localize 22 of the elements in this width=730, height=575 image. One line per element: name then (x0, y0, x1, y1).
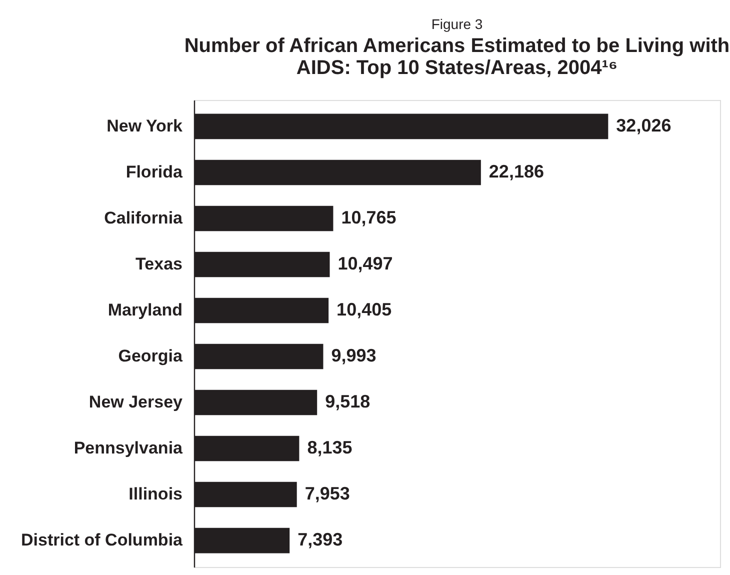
data-label: 10,765 (341, 207, 396, 228)
data-label: 9,518 (325, 392, 370, 412)
y-tick-label: California (104, 208, 184, 228)
data-label: 10,405 (336, 299, 392, 320)
y-tick-label: New Jersey (88, 392, 184, 412)
y-tick-label: Florida (126, 162, 184, 182)
data-label: 9,993 (331, 346, 376, 366)
data-label: 22,186 (488, 161, 544, 182)
chart-title: Number of African Americans Estimated to be Living with AIDS: Top 10 States/Areas, 2004¹⁶ (184, 35, 730, 79)
data-label: 10,497 (338, 253, 393, 274)
y-tick-label: Maryland (108, 300, 182, 320)
y-tick-label: District of Columbia (20, 530, 184, 550)
data-label: 7,393 (298, 530, 343, 550)
data-label: 8,135 (307, 438, 352, 458)
data-label: 7,953 (304, 484, 350, 504)
y-tick-label: Illinois (128, 484, 182, 504)
y-tick-label: Texas (136, 254, 182, 274)
y-tick-label: Georgia (118, 346, 184, 366)
data-label: 32,026 (616, 115, 672, 136)
y-tick-label: Pennsylvania (74, 438, 184, 458)
caption: Figure 3 (431, 16, 483, 32)
y-tick-label: New York (106, 116, 184, 136)
